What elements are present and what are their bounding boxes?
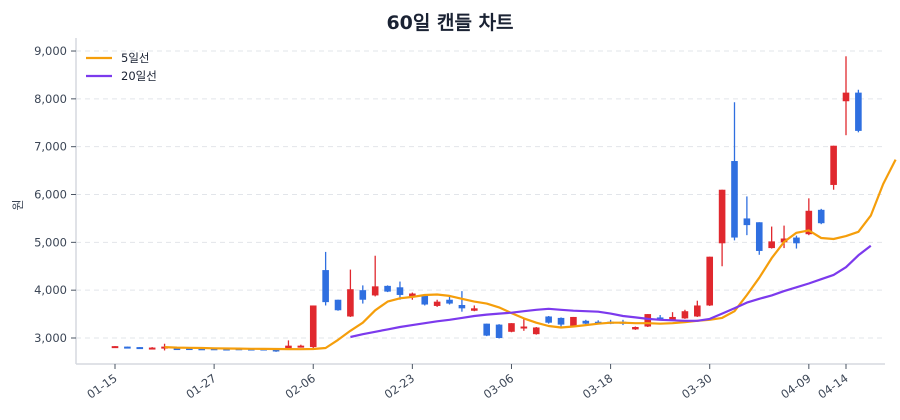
candle-up xyxy=(471,308,478,311)
candle-up xyxy=(570,316,577,327)
candle-up xyxy=(694,305,701,317)
candle-down xyxy=(545,316,552,323)
candle-down xyxy=(173,348,181,351)
candle-down xyxy=(186,348,193,351)
candle-up xyxy=(632,326,639,330)
candle-down xyxy=(384,285,391,292)
candle-down xyxy=(495,324,503,338)
candle-up xyxy=(409,293,416,297)
candle-down xyxy=(793,237,800,244)
axes xyxy=(75,38,885,365)
candle-down xyxy=(272,349,280,352)
legend-label: 5일선 xyxy=(121,51,149,65)
candle-up xyxy=(681,311,689,319)
y-axis-ticks: 3,000 4,000 5,000 6,000 7,000 8,000 9,000 xyxy=(34,44,76,345)
candle-up xyxy=(161,346,168,349)
candle-down xyxy=(743,218,751,226)
ma20-line xyxy=(350,244,872,339)
candle-up xyxy=(706,256,714,306)
candle-down xyxy=(136,347,144,350)
candle-down xyxy=(817,209,825,224)
candle-up xyxy=(830,145,837,185)
candle-down xyxy=(458,304,466,309)
candle-up xyxy=(805,210,813,235)
candle-up xyxy=(347,289,354,317)
candle-down xyxy=(731,161,738,238)
x-tick-label: 03-18 xyxy=(580,371,615,402)
x-tick-label: 03-30 xyxy=(679,371,714,402)
candle-up xyxy=(148,347,156,350)
x-tick-label: 04-14 xyxy=(815,371,850,402)
candle-down xyxy=(656,317,664,320)
y-tick-label: 5,000 xyxy=(34,235,67,249)
y-tick-label: 9,000 xyxy=(34,44,67,58)
candle-up xyxy=(371,286,379,296)
candle-down xyxy=(124,346,131,349)
y-tick-label: 7,000 xyxy=(34,140,67,154)
x-tick-label: 01-15 xyxy=(84,371,119,402)
candle-up xyxy=(669,316,676,321)
candle-up xyxy=(644,314,652,327)
y-tick-label: 3,000 xyxy=(34,331,67,345)
candle-down xyxy=(483,323,490,336)
y-axis-label: 원 xyxy=(11,199,25,210)
candle-down xyxy=(359,290,367,300)
candle-up xyxy=(433,301,441,306)
legend: 5일선 20일선 xyxy=(86,51,157,83)
candle-down xyxy=(557,317,565,325)
candle-up xyxy=(285,345,292,349)
x-tick-label: 02-06 xyxy=(283,371,318,402)
candle-down xyxy=(755,222,763,251)
candle-up xyxy=(768,241,775,249)
candle-up xyxy=(780,238,788,243)
candle-down xyxy=(855,92,862,131)
candle-up xyxy=(520,326,528,329)
x-axis-ticks: 01-15 01-27 02-06 02-23 03-06 03-18 03-30 04-09… xyxy=(84,364,851,402)
y-tick-label: 6,000 xyxy=(34,188,67,202)
x-tick-label: 03-06 xyxy=(481,371,516,402)
candle-up xyxy=(309,305,317,348)
y-tick-label: 8,000 xyxy=(34,92,67,106)
candle-down xyxy=(198,348,206,351)
moving-average-lines xyxy=(164,159,897,351)
candle-up xyxy=(297,345,305,348)
ma5-line xyxy=(164,159,897,351)
candle-up xyxy=(718,189,726,244)
candle-up xyxy=(508,323,515,332)
y-tick-label: 4,000 xyxy=(34,283,67,297)
x-tick-label: 02-23 xyxy=(382,371,417,402)
candle-down xyxy=(421,295,429,305)
grid-lines xyxy=(76,50,885,339)
candle-down xyxy=(322,270,329,303)
candle-up xyxy=(842,92,850,102)
candle-up xyxy=(111,346,119,349)
x-tick-label: 01-27 xyxy=(183,371,218,402)
legend-label: 20일선 xyxy=(121,69,157,83)
x-tick-label: 04-09 xyxy=(778,371,813,402)
candle-down xyxy=(446,299,453,304)
candle-down xyxy=(582,320,590,324)
candle-down xyxy=(334,299,342,311)
chart-title: 60일 캔들 차트 xyxy=(386,12,513,34)
candle-up xyxy=(532,327,540,335)
candles xyxy=(111,56,862,352)
candle-down xyxy=(396,287,404,295)
